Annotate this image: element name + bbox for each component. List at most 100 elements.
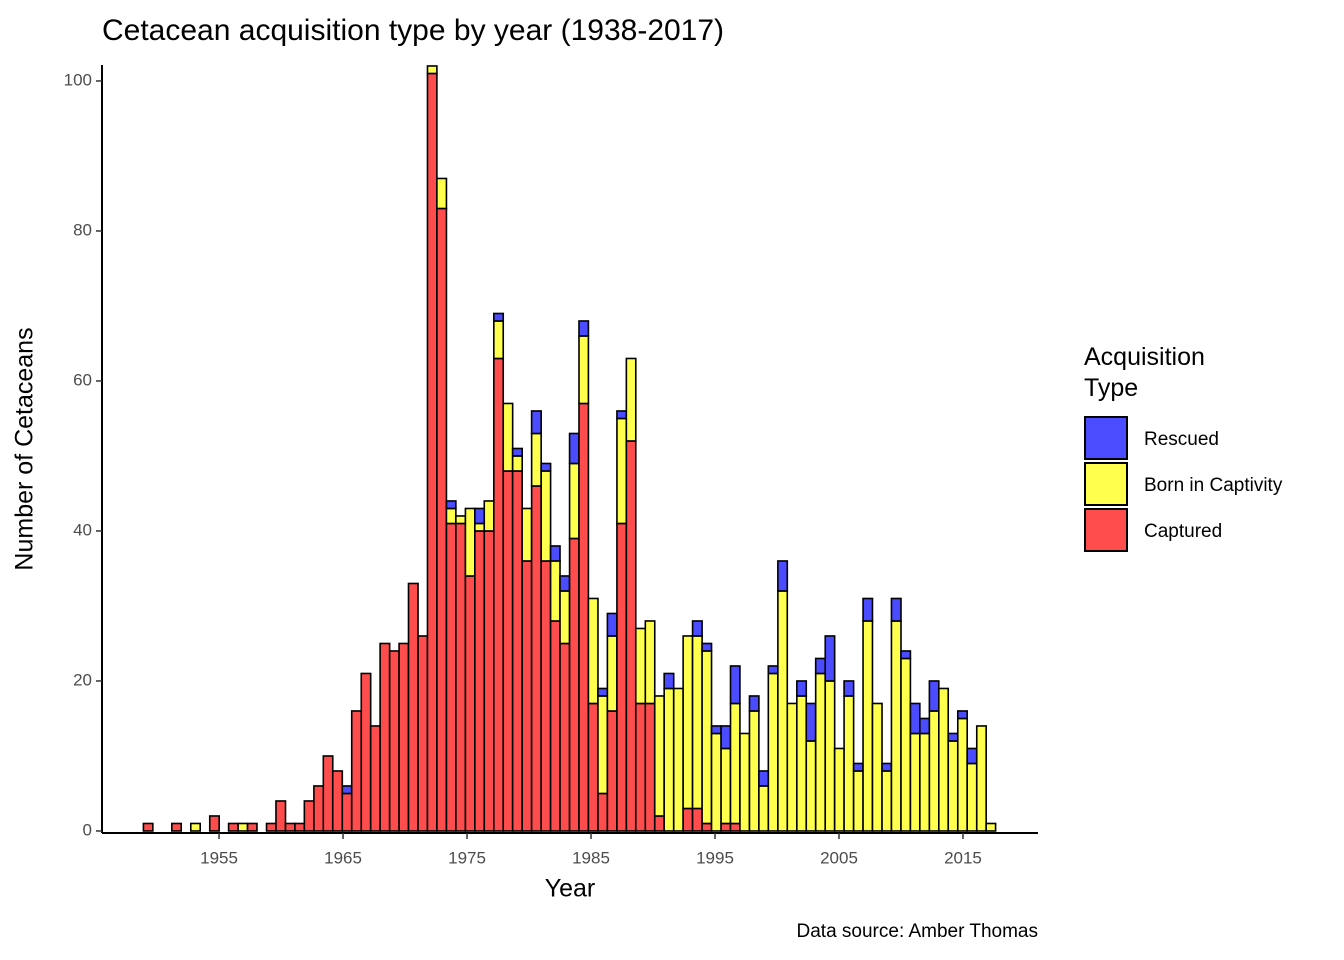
bar-segment — [682, 635, 694, 810]
bar-segment — [275, 800, 287, 832]
bar-segment — [890, 620, 902, 832]
bar-segment — [852, 770, 864, 832]
bar-segment — [729, 665, 741, 705]
bar-segment — [578, 335, 590, 405]
legend-title: Acquisition Type — [1084, 343, 1205, 402]
legend-swatch — [1084, 416, 1128, 460]
bar-segment — [568, 462, 580, 540]
bar-segment — [559, 590, 571, 645]
bar-segment — [682, 807, 694, 832]
bar-segment — [313, 785, 325, 832]
bar-segment — [900, 657, 912, 832]
bar-segment — [691, 635, 703, 810]
bar-segment — [568, 432, 580, 465]
y-axis-label: Number of Cetaceans — [11, 327, 39, 570]
bar-segment — [691, 807, 703, 832]
bar-segment — [493, 320, 505, 360]
bar-segment — [862, 620, 874, 832]
bar-segment — [796, 680, 808, 697]
bar-segment — [341, 785, 353, 795]
bar-segment — [616, 417, 628, 525]
bar-segment — [805, 702, 817, 742]
bar-segment — [398, 642, 410, 832]
bar-segment — [455, 522, 467, 832]
bar-segment — [331, 770, 344, 832]
bar-segment — [294, 822, 306, 832]
bar-segment — [436, 207, 448, 832]
bar-segment — [549, 545, 561, 562]
bar-segment — [388, 650, 400, 832]
bar-segment — [881, 770, 893, 832]
bar-segment — [824, 680, 836, 832]
bar-segment — [710, 725, 722, 735]
bar-segment — [265, 822, 277, 832]
bar-segment — [890, 597, 902, 622]
bar-segment — [748, 710, 760, 832]
bar-segment — [464, 507, 476, 577]
bar-segment — [796, 695, 808, 832]
bar-segment — [559, 575, 571, 592]
bar-segment — [483, 530, 495, 832]
bar-segment — [928, 680, 940, 712]
bar-segment — [493, 312, 505, 322]
x-tick-label: 1995 — [696, 848, 734, 867]
bar-segment — [341, 792, 353, 832]
bar-segment — [758, 785, 770, 832]
bar-segment — [634, 702, 647, 832]
bar-segment — [729, 822, 741, 832]
bar-segment — [445, 500, 457, 510]
bar-segment — [663, 687, 675, 832]
bar-segment — [644, 620, 656, 705]
bar-segment — [947, 732, 959, 742]
bar-segment — [540, 470, 552, 562]
bar-segment — [672, 687, 684, 832]
bar-segment — [521, 560, 533, 832]
y-tick-label: 80 — [73, 220, 92, 239]
bar-segment — [663, 672, 675, 690]
bar-segment — [511, 470, 524, 832]
bar-segment — [758, 770, 770, 787]
bar-segment — [237, 822, 249, 832]
bar-segment — [436, 177, 448, 210]
bar-segment — [284, 822, 296, 832]
x-tick-label: 1985 — [572, 848, 610, 867]
bar-segment — [824, 635, 836, 682]
bar-segment — [597, 695, 609, 795]
bar-segment — [511, 455, 524, 472]
bar-segment — [985, 822, 997, 832]
bar-segment — [493, 357, 505, 832]
bar-segment — [720, 747, 732, 825]
bar-segment — [701, 822, 713, 832]
bar-segment — [786, 702, 798, 832]
bar-segment — [530, 410, 542, 435]
bar-segment — [814, 657, 827, 675]
bar-segment — [549, 560, 561, 622]
bar-segment — [445, 522, 457, 832]
bar-segment — [729, 702, 741, 825]
bar-segment — [426, 72, 438, 832]
bar-segment — [426, 65, 438, 75]
x-tick-label: 1975 — [448, 848, 486, 867]
bar-segment — [502, 402, 514, 472]
bar-segment — [606, 710, 618, 832]
bar-segment — [606, 635, 618, 712]
bar-segment — [578, 320, 590, 337]
bar-segment — [634, 627, 647, 705]
legend-swatch — [1084, 508, 1128, 552]
bar-segment — [445, 507, 457, 525]
bar-segment — [814, 672, 827, 832]
bar-segment — [597, 687, 609, 697]
bar-segment — [606, 612, 618, 637]
bar-segment — [833, 747, 845, 832]
bar-segment — [919, 732, 931, 832]
y-tick-label: 60 — [73, 370, 92, 389]
bar-segment — [540, 462, 552, 472]
chart-title: Cetacean acquisition type by year (1938-… — [102, 14, 724, 47]
bar-segment — [701, 650, 713, 825]
bar-segment — [474, 507, 486, 525]
bar-segment — [568, 537, 580, 832]
bar-segment — [616, 410, 628, 420]
bar-segment — [474, 522, 486, 532]
